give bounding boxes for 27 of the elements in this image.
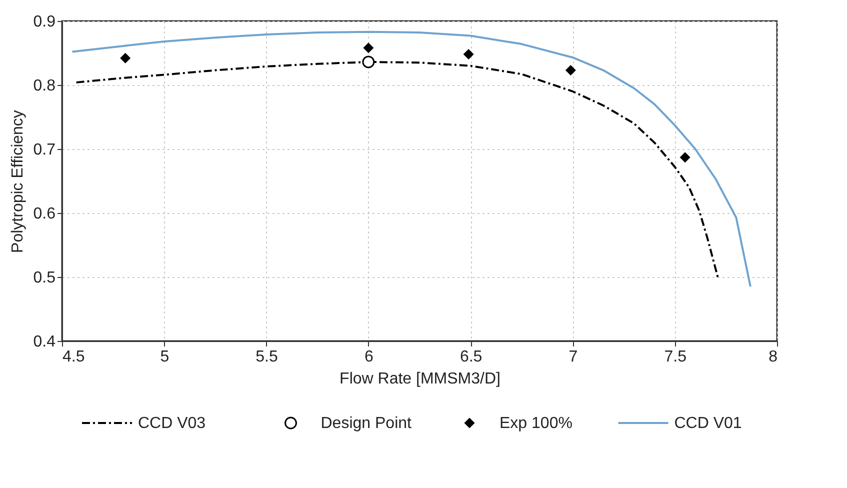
y-axis-title: Polytropic Efficiency (9, 110, 26, 253)
legend-label: CCD V03 (138, 415, 206, 432)
legend-label: CCD V01 (674, 415, 742, 432)
line-series (71, 30, 752, 288)
point (565, 65, 576, 76)
y-tick-label: 0.6 (33, 206, 56, 222)
point (463, 49, 474, 60)
y-tick-label: 0.9 (33, 14, 56, 30)
y-tick-label: 0.4 (33, 334, 56, 350)
legend-label: Design Point (320, 415, 412, 432)
x-tick-label: 5.5 (256, 348, 278, 366)
x-tick-label: 6.5 (460, 348, 482, 366)
x-tick-label: 4.5 (62, 348, 85, 366)
x-tick-label: 6 (364, 348, 374, 366)
y-tick-label: 0.8 (33, 78, 56, 94)
y-tick-label: 0.7 (33, 142, 56, 158)
x-tick-label: 5 (160, 348, 170, 366)
x-tick-label: 8 (768, 348, 778, 366)
point (362, 56, 375, 68)
point (363, 42, 374, 54)
point (120, 52, 131, 64)
legend-label: Exp 100% (500, 415, 572, 432)
x-tick-label: 7 (568, 348, 578, 366)
point (680, 152, 690, 163)
y-tick-label: 0.5 (33, 270, 56, 286)
x-axis-title: Flow Rate [MMSM3/D] (340, 370, 500, 388)
x-tick-label: 7.5 (664, 348, 687, 366)
